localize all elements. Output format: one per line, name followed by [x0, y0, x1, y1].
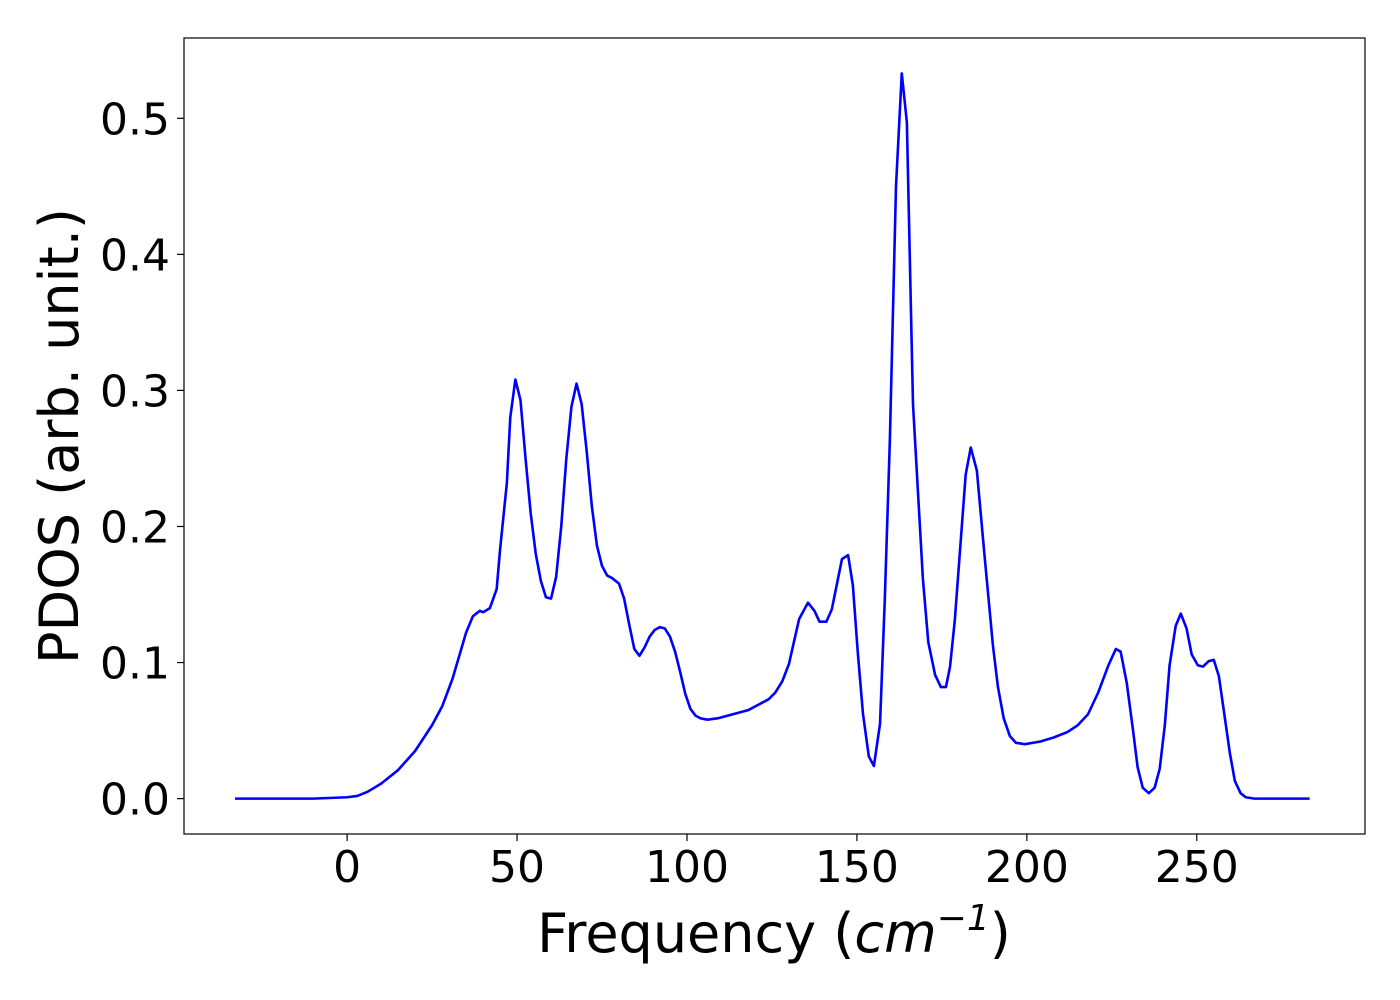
x-tick-label: 50 — [489, 842, 545, 893]
x-label-part: Frequency ( — [537, 902, 854, 965]
x-tick-label: 200 — [985, 842, 1069, 893]
x-label-part: −1 — [937, 898, 990, 939]
y-tick-label: 0.3 — [100, 366, 170, 417]
y-tick-label: 0.0 — [100, 775, 170, 826]
x-tick-label: 250 — [1155, 842, 1239, 893]
y-axis-label: PDOS (arb. unit.) — [28, 208, 91, 664]
plot-frame — [183, 37, 1366, 835]
x-tick-label: 150 — [815, 842, 899, 893]
data-line — [234, 72, 1310, 800]
y-tick-label: 0.2 — [100, 502, 170, 553]
y-tick-label: 0.1 — [100, 639, 170, 690]
x-label-part: ) — [990, 902, 1011, 965]
y-tick-label: 0.4 — [100, 230, 170, 281]
x-label-part: cm — [854, 902, 936, 965]
x-tick-label: 100 — [645, 842, 729, 893]
x-axis-label: Frequency (cm−1) — [537, 898, 1011, 965]
y-tick-label: 0.5 — [100, 94, 170, 145]
x-tick-label: 0 — [333, 842, 361, 893]
